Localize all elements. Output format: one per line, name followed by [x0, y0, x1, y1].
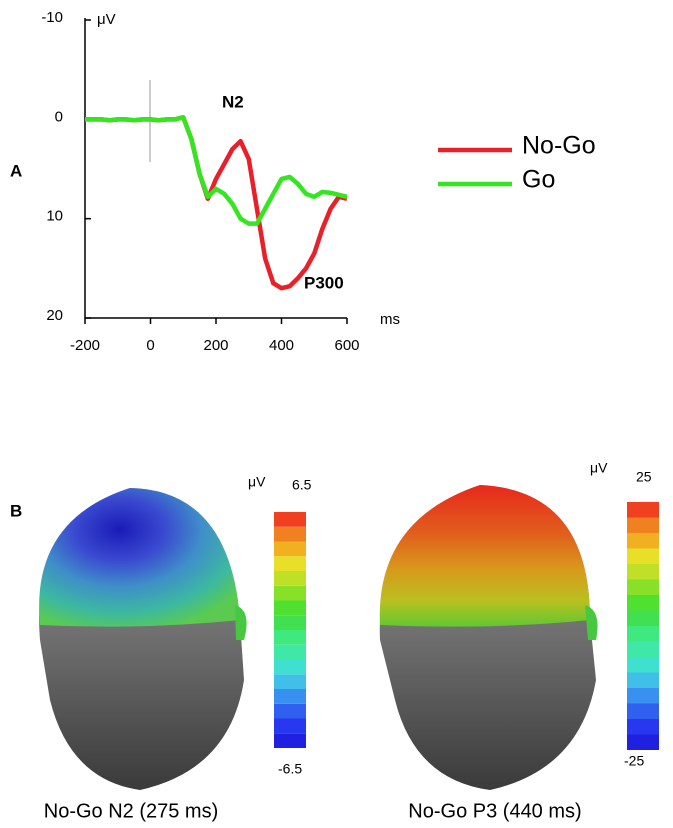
colorbar-band [274, 719, 306, 734]
colorbar-band [274, 586, 306, 601]
annotation: P300 [304, 273, 344, 292]
x-tick-label: 600 [334, 337, 359, 354]
y-tick-label: 0 [55, 108, 63, 125]
colorbar-band [627, 719, 659, 735]
legend-label: Go [522, 166, 555, 194]
x-tick-label: 400 [269, 337, 294, 354]
head-n2 [39, 488, 246, 790]
colorbar-band [627, 595, 659, 611]
colorbar-band [274, 601, 306, 616]
colorbar-band [274, 630, 306, 645]
colorbar-band [627, 580, 659, 596]
colorbar-band [274, 512, 306, 527]
colorbar-unit: μV [590, 460, 608, 476]
colorbar-max: 25 [636, 469, 652, 485]
colorbar-band [274, 556, 306, 571]
annotation: N2 [222, 92, 244, 111]
colorbar-band [627, 688, 659, 704]
x-tick-label: 200 [203, 337, 228, 354]
y-unit: μV [97, 11, 116, 28]
caption: No-Go P3 (440 ms) [408, 800, 581, 822]
y-tick-label: 20 [46, 307, 63, 324]
colorbar-band [274, 615, 306, 630]
x-tick-label: 0 [146, 337, 154, 354]
y-tick-label: -10 [41, 9, 63, 26]
colorbar-unit: μV [248, 474, 266, 490]
colorbar-band [627, 657, 659, 673]
colorbar-band [274, 704, 306, 719]
colorbar [274, 512, 306, 748]
x-unit: ms [380, 311, 400, 328]
figure: A μV ms N2 P300 B μV 6.5 -6.5 μV 25 -25 … [0, 0, 673, 828]
head-p3 [380, 485, 598, 790]
colorbar-band [627, 704, 659, 720]
series-line [85, 117, 347, 288]
colorbar [627, 502, 659, 750]
colorbar-band [627, 564, 659, 580]
colorbar-band [627, 533, 659, 549]
colorbar-band [627, 626, 659, 642]
caption: No-Go N2 (275 ms) [44, 800, 219, 822]
series-line [85, 117, 347, 223]
colorbar-band [274, 645, 306, 660]
panel-label: B [10, 501, 22, 520]
colorbar-band [274, 660, 306, 675]
colorbar-band [627, 735, 659, 751]
colorbar-min: -25 [624, 753, 644, 769]
colorbar-band [274, 689, 306, 704]
legend-label: No-Go [522, 132, 596, 160]
colorbar-band [627, 642, 659, 658]
colorbar-band [274, 527, 306, 542]
colorbar-max: 6.5 [292, 477, 312, 493]
y-tick-label: 10 [46, 208, 63, 225]
colorbar-band [627, 518, 659, 534]
colorbar-band [274, 733, 306, 748]
colorbar-band [627, 549, 659, 565]
colorbar-band [627, 502, 659, 518]
colorbar-band [274, 571, 306, 586]
colorbar-min: -6.5 [278, 761, 302, 777]
colorbar-band [274, 674, 306, 689]
colorbar-band [627, 611, 659, 627]
colorbar-band [627, 673, 659, 689]
colorbar-band [274, 542, 306, 557]
panel-label: A [10, 161, 22, 180]
x-tick-label: -200 [70, 337, 100, 354]
